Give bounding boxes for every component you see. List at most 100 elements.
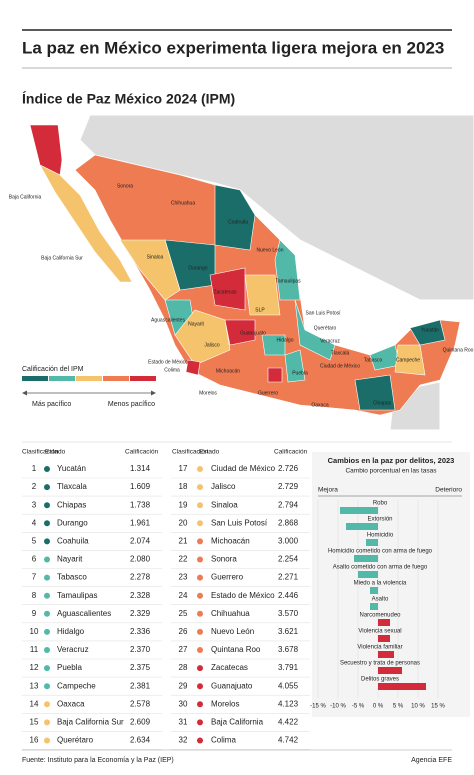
rank: 31 [179,718,188,727]
rank: 15 [30,718,39,727]
category-label: Delitos graves [361,677,399,683]
state: Baja California Sur [57,718,124,727]
bar [378,667,402,674]
x-tick-label: 0 % [373,704,384,710]
color-dot [197,592,203,599]
rank: 9 [32,609,37,618]
state: Nuevo León [211,627,254,636]
color-dot [197,719,203,726]
state: Michoacán [211,537,250,546]
state: Aguascalientes [57,609,111,618]
state: Oaxaca [57,699,85,708]
rank: 22 [179,555,188,564]
map-label: Chihuahua [171,200,195,206]
map-label: Tamaulipas [275,278,301,284]
x-tick-label: -10 % [330,704,346,710]
bar [354,555,378,562]
map-label: Guanajuato [240,330,266,336]
rank: 26 [179,627,188,636]
state [119,239,181,301]
state: Quintana Roo [211,645,261,654]
category-label: Homicidio cometido con arma de fuego [328,549,433,555]
state: Tabasco [57,573,87,582]
color-dot [197,737,203,744]
right-label: Deterioro [435,487,462,494]
x-tick-label: -15 % [310,704,326,710]
score: 4.055 [278,681,299,690]
rank: 30 [179,699,188,708]
rank: 14 [30,699,39,708]
map-labels: Baja California Baja California Sur Sonora… [9,183,474,408]
map-label: Hidalgo [277,337,294,343]
map-label: Durango [188,265,207,271]
state: Jalisco [211,482,236,491]
category-label: Violencia familiar [357,645,402,651]
state: Nayarit [57,555,83,564]
state: Tlaxcala [57,482,87,491]
state: San Luis Potosí [211,518,268,527]
map-label: SLP [255,307,265,313]
state [185,359,201,376]
state: Ciudad de México [211,464,276,473]
state [267,367,283,383]
map [0,114,474,435]
state: Veracruz [57,645,89,654]
map-legend: Calificación del IPM Más pacífico Menos … [22,366,156,408]
map-label: Veracruz [320,338,340,344]
map-label: Querétaro [314,325,337,331]
bar [378,635,390,642]
legend-arrow-left [22,390,27,396]
score: 2.336 [130,627,151,636]
color-dot [197,538,203,545]
score: 2.726 [278,464,299,473]
score: 2.328 [130,591,151,600]
map-label: Nayarit [188,321,204,327]
color-dot [44,737,50,744]
score: 2.278 [130,573,151,582]
score: 2.080 [130,555,151,564]
rank: 19 [179,500,188,509]
crime-change-chart: Cambios en la paz por delitos, 2023 Cambi… [310,452,470,717]
state [214,184,256,251]
state: Guanajuato [211,681,253,690]
color-dot [44,520,50,527]
column-header: Estado [45,449,66,456]
state [294,299,336,361]
rank: 13 [30,681,39,690]
map-label: Campeche [396,357,420,363]
category-label: Homicidio [367,533,394,539]
state: Zacatecas [211,663,248,672]
map-label: Michoacán [216,368,240,374]
column-header: Clasificación [172,449,209,456]
rank: 1 [32,464,37,473]
bar [340,507,378,514]
chart-title: Cambios en la paz por delitos, 2023 [328,456,455,465]
map-label: Quintana Roo [443,347,474,353]
score: 4.123 [278,699,299,708]
state: Morelos [211,699,239,708]
score: 2.254 [278,555,299,564]
state: Colima [211,736,236,745]
rank: 28 [179,663,188,672]
color-dot [197,574,203,581]
left-label: Mejora [318,487,338,494]
map-label: Ciudad de México [320,363,360,369]
score: 2.609 [130,718,151,727]
column-header: Calificación [125,449,159,456]
color-dot [44,538,50,545]
legend-low: Más pacífico [32,401,71,408]
score: 4.422 [278,718,299,727]
title: La paz en México experimenta ligera mejo… [22,38,444,57]
category-label: Secuestro y trata de personas [340,661,420,667]
rank: 11 [30,645,39,654]
color-dot [44,647,50,653]
map-label: Aguascalientes [151,317,185,323]
legend-title: Calificación del IPM [22,366,84,373]
map-label: Sinaloa [147,254,164,260]
score: 2.578 [130,699,151,708]
color-dot [44,484,50,491]
color-dot [44,610,50,617]
state: Chihuahua [211,609,250,618]
color-dot [197,628,203,635]
